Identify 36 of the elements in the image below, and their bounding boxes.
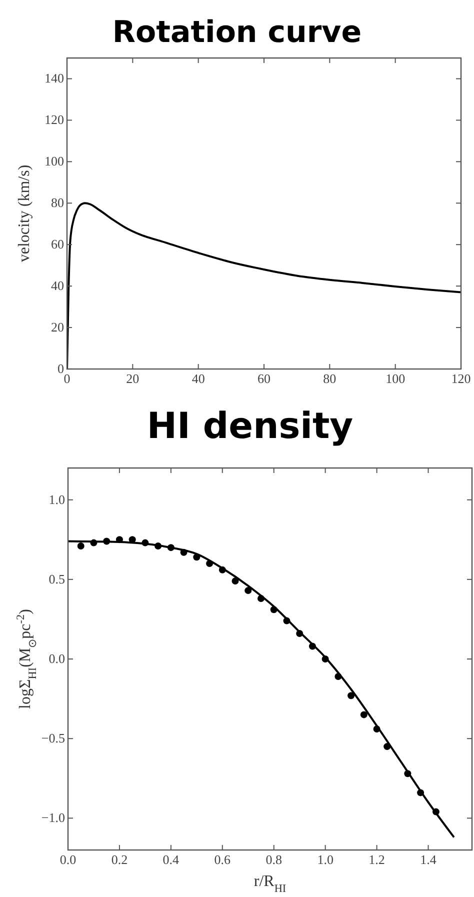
point <box>348 692 355 700</box>
x-tick-label: 40 <box>192 371 205 386</box>
x-tick-label: 1.2 <box>368 852 385 867</box>
x-tick-label: 120 <box>451 371 471 386</box>
y-tick-label: 80 <box>51 195 64 210</box>
y-tick-label: 1.0 <box>48 492 65 507</box>
y-tick-label: −0.5 <box>41 730 65 746</box>
point <box>244 587 252 594</box>
x-tick-label: 1.0 <box>317 852 334 867</box>
line-series <box>67 202 461 369</box>
chart-title: Rotation curve <box>112 15 362 50</box>
x-tick-label: 60 <box>258 371 270 386</box>
y-tick-label: 0 <box>58 361 64 376</box>
chart-title: HI density <box>146 406 354 447</box>
point <box>77 542 84 550</box>
x-tick-label: 100 <box>386 371 406 386</box>
y-tick-label: 0.5 <box>48 571 65 586</box>
x-tick-label: 80 <box>323 371 336 386</box>
point <box>232 578 239 585</box>
y-tick-label: 120 <box>44 112 64 128</box>
y-tick-label: 40 <box>51 278 64 294</box>
y-axis-title: velocity (km/s) <box>16 164 33 262</box>
x-tick-label: 20 <box>126 371 140 386</box>
y-tick-label: 20 <box>51 320 64 335</box>
x-tick-label: 1.4 <box>420 852 437 867</box>
x-axis-title: r/R$_{HI}$ <box>254 873 286 895</box>
y-tick-label: −1.0 <box>41 810 65 826</box>
point <box>360 711 368 718</box>
x-tick-label: 0.2 <box>111 852 128 867</box>
y-tick-label: 100 <box>44 154 64 169</box>
x-tick-label: 0.4 <box>162 852 180 867</box>
y-tick-label: 140 <box>44 70 64 86</box>
y-tick-label: 60 <box>51 236 64 252</box>
y-tick-label: 0.0 <box>48 651 65 666</box>
x-tick-label: 0.6 <box>214 852 232 867</box>
x-tick-label: 0.8 <box>266 852 282 867</box>
